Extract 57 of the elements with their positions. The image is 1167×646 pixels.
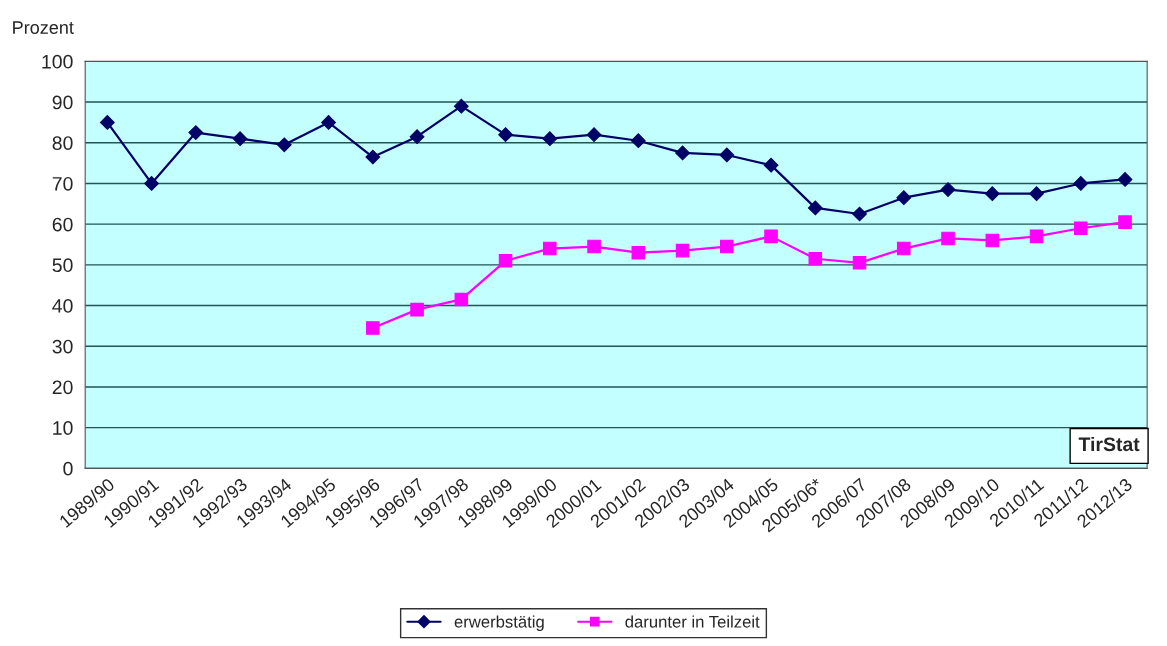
point <box>719 147 735 163</box>
point <box>1117 172 1133 187</box>
point <box>985 233 1000 248</box>
y-tick-label: 20 <box>52 380 73 395</box>
point <box>1118 215 1132 229</box>
point <box>276 137 292 153</box>
y-tick-label: 30 <box>52 339 73 354</box>
point <box>453 98 469 114</box>
point <box>409 129 425 145</box>
point <box>631 245 646 260</box>
y-axis-title: Prozent <box>13 21 74 34</box>
point <box>232 131 248 147</box>
y-tick-label: 70 <box>52 176 73 191</box>
y-tick-label: 100 <box>42 54 73 69</box>
point <box>984 186 1000 202</box>
point <box>1074 221 1088 235</box>
point <box>1029 186 1044 202</box>
point <box>144 176 159 191</box>
point <box>630 133 646 149</box>
y-tick-label: 80 <box>52 136 73 150</box>
y-tick-label: 60 <box>52 217 73 232</box>
legend-label: erwerbstätig <box>454 615 544 631</box>
point <box>763 157 779 173</box>
point <box>808 251 823 266</box>
point <box>543 241 557 256</box>
y-tick-label: 40 <box>52 299 73 313</box>
point <box>1029 229 1044 244</box>
y-tick-label: 50 <box>52 258 73 273</box>
point <box>587 239 601 254</box>
point <box>720 239 734 254</box>
point <box>188 125 204 140</box>
point <box>498 254 513 268</box>
legend-label: darunter in Teilzeit <box>625 615 760 628</box>
y-tick-label: 90 <box>52 95 73 110</box>
point <box>366 321 380 335</box>
point <box>852 206 867 222</box>
point <box>764 229 778 244</box>
point <box>940 182 956 197</box>
point <box>454 292 469 307</box>
point <box>675 145 690 161</box>
point <box>542 131 558 147</box>
point <box>897 241 911 256</box>
point <box>807 200 823 216</box>
point <box>896 190 912 206</box>
point <box>1073 176 1089 191</box>
point <box>365 149 381 165</box>
y-tick-label: 0 <box>63 461 73 476</box>
point <box>410 302 424 317</box>
annotation: TirStat <box>1078 436 1140 452</box>
point <box>99 115 115 130</box>
y-tick-label: 10 <box>53 421 73 435</box>
point <box>675 243 690 258</box>
point <box>321 115 336 130</box>
point <box>498 127 513 143</box>
point <box>852 256 867 270</box>
point <box>586 127 602 143</box>
point <box>941 231 955 246</box>
